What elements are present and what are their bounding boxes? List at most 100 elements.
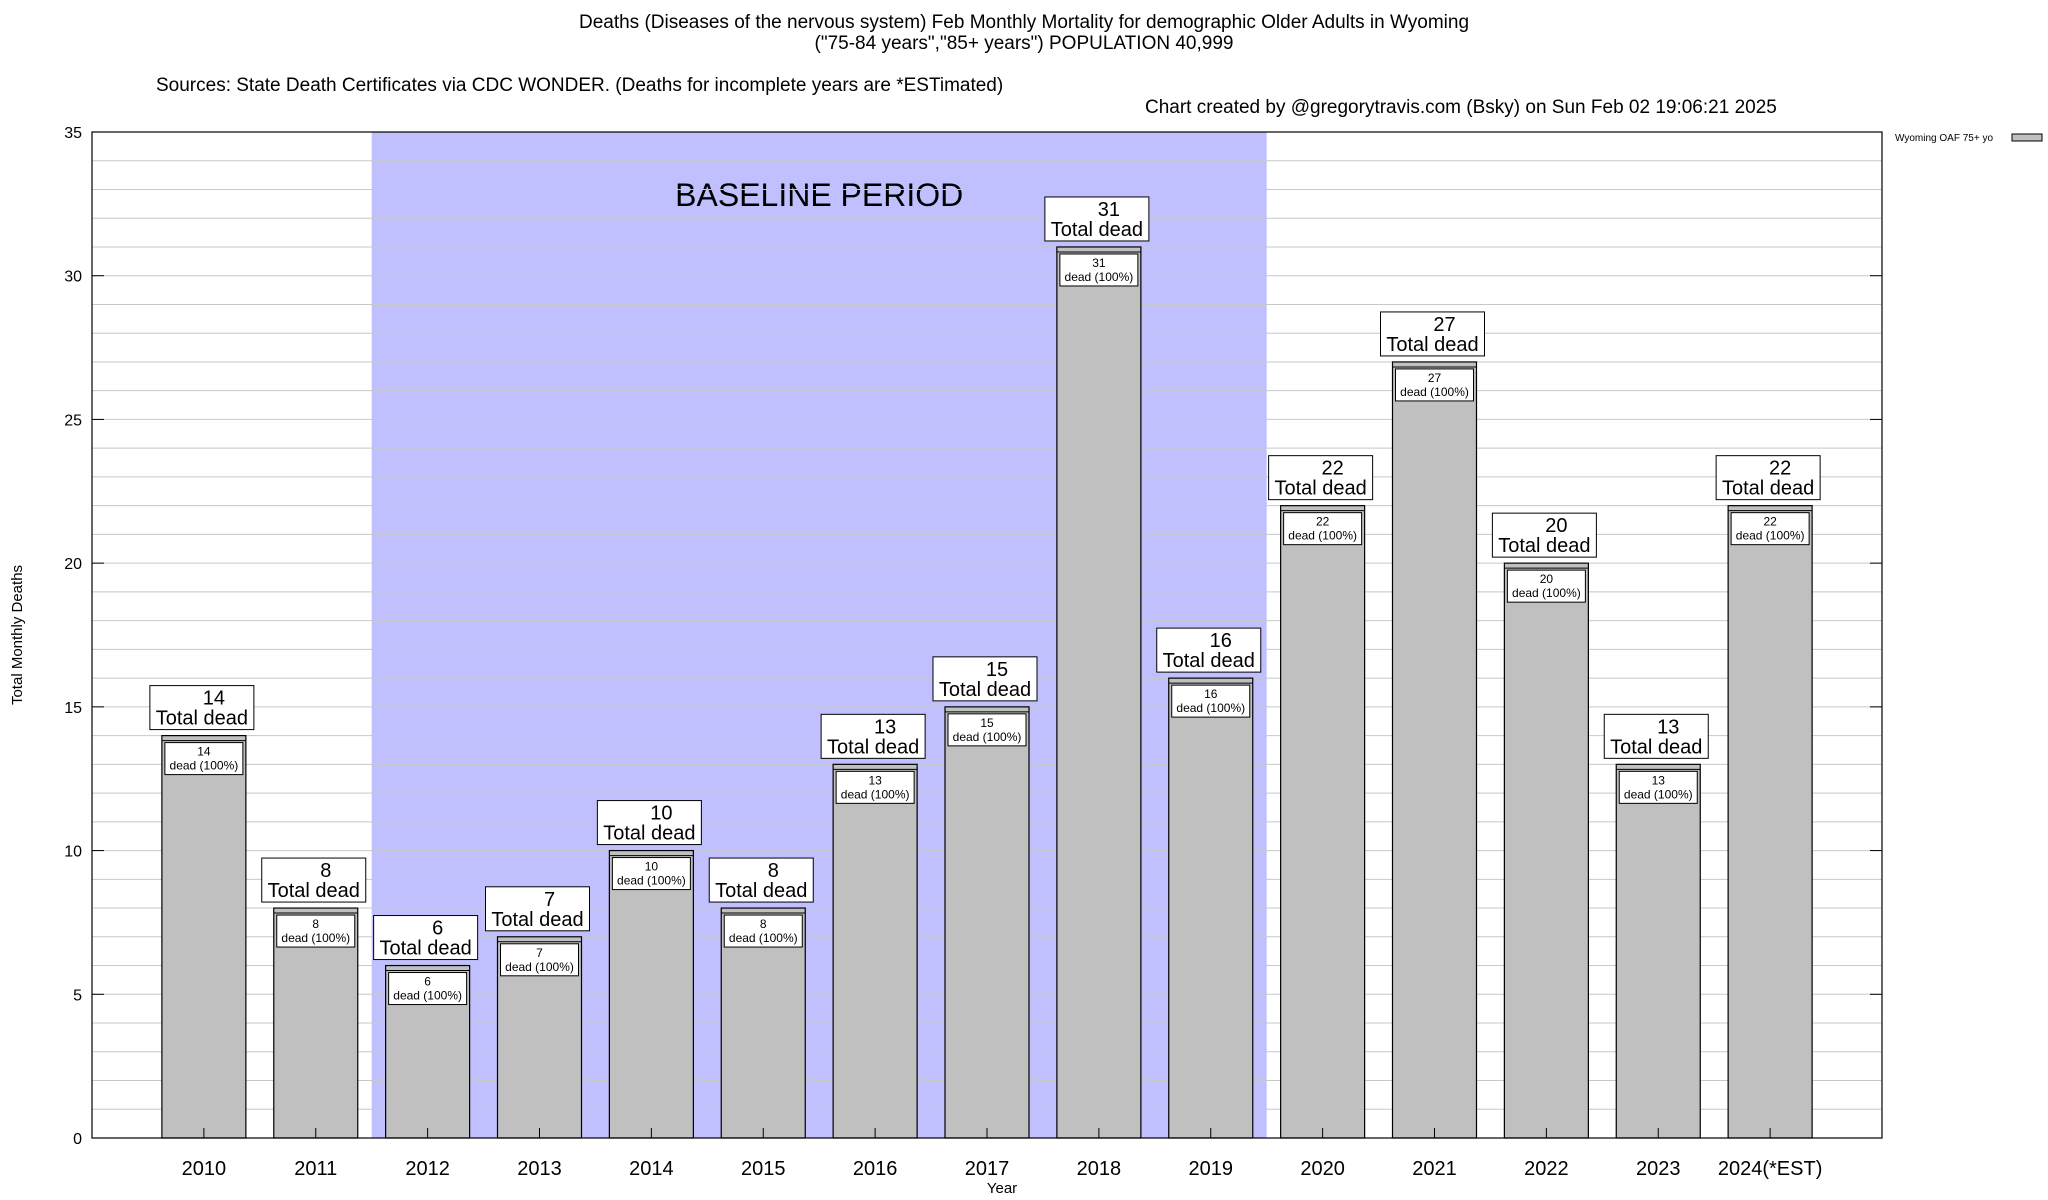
inner-label-text: dead (100%)	[1400, 385, 1469, 399]
inner-label-value: 20	[1540, 572, 1554, 586]
top-label-value: 13	[874, 716, 896, 738]
top-label-value: 22	[1769, 458, 1791, 480]
top-label-text: Total dead	[491, 909, 583, 931]
inner-label-box	[835, 770, 915, 804]
top-label-text: Total dead	[1386, 334, 1478, 356]
top-label-box	[261, 857, 367, 903]
inner-label-box	[500, 943, 579, 977]
chart-title: Deaths (Diseases of the nervous system) …	[578, 12, 1470, 33]
bar	[832, 763, 918, 1139]
top-label-box	[596, 800, 702, 846]
inner-label-value: 8	[312, 917, 319, 931]
bar-group	[161, 734, 247, 1139]
bar-group	[608, 849, 694, 1139]
bar	[944, 706, 1030, 1139]
bar-group	[1168, 677, 1254, 1139]
inner-label-text: dead (100%)	[170, 759, 239, 773]
top-label-box	[1044, 196, 1150, 242]
top-label-value: 22	[1322, 458, 1344, 480]
x-tick-label: 2021	[1412, 1158, 1457, 1180]
top-label-box	[1156, 627, 1262, 673]
top-label-value: 7	[544, 889, 555, 911]
top-label-text: Total dead	[1163, 650, 1255, 672]
inner-label-box	[1283, 512, 1363, 546]
top-label-box	[485, 886, 590, 932]
y-tick-label: 5	[73, 987, 82, 1004]
top-label-box	[932, 656, 1038, 702]
x-tick-label: 2015	[741, 1158, 786, 1180]
x-tick-label: 2017	[965, 1158, 1010, 1180]
inner-label-value: 7	[536, 946, 543, 960]
baseline-period-label: BASELINE PERIOD	[675, 177, 963, 213]
top-label-value: 13	[1657, 716, 1679, 738]
top-label-text: Total dead	[268, 880, 360, 902]
inner-label-box	[164, 742, 244, 776]
inner-label-value: 22	[1763, 515, 1777, 529]
chart-subtitle: ("75-84 years","85+ years") POPULATION 4…	[814, 33, 1234, 54]
y-tick-label: 20	[64, 556, 82, 573]
inner-label-box	[1171, 684, 1251, 718]
x-tick-label: 2013	[517, 1158, 562, 1180]
top-label-text: Total dead	[603, 823, 695, 845]
top-label-value: 8	[768, 860, 779, 882]
x-tick-label: 2010	[182, 1158, 227, 1180]
inner-label-box	[1395, 368, 1474, 402]
inner-label-text: dead (100%)	[1512, 586, 1581, 600]
top-label-text: Total dead	[156, 708, 248, 730]
bar	[1391, 361, 1478, 1139]
top-label-text: Total dead	[1051, 219, 1143, 241]
x-tick-label: 2020	[1300, 1158, 1345, 1180]
x-tick-label: 2019	[1189, 1158, 1234, 1180]
inner-label-value: 15	[980, 716, 994, 730]
x-axis-title: Year	[987, 1180, 1017, 1197]
bar	[1168, 677, 1254, 1139]
top-label-box	[1603, 713, 1709, 759]
top-label-box	[820, 713, 926, 759]
top-label-text: Total dead	[1722, 478, 1814, 500]
bar	[608, 849, 694, 1139]
x-tick-label: 2016	[853, 1158, 898, 1180]
inner-label-value: 8	[760, 917, 767, 931]
top-label-text: Total dead	[939, 679, 1031, 701]
y-tick-label: 35	[64, 125, 82, 142]
inner-label-value: 13	[868, 773, 882, 787]
bar-group	[1280, 505, 1366, 1139]
top-label-value: 6	[432, 918, 443, 940]
inner-label-value: 10	[645, 860, 659, 874]
top-label-text: Total dead	[1274, 478, 1366, 500]
legend-label: Wyoming OAF 75+ yo	[1895, 133, 1993, 144]
inner-label-text: dead (100%)	[953, 730, 1022, 744]
bar	[1727, 505, 1813, 1139]
top-label-value: 20	[1545, 515, 1567, 537]
bar-group	[1391, 361, 1478, 1139]
y-tick-label: 15	[64, 700, 82, 717]
inner-label-text: dead (100%)	[841, 787, 910, 801]
inner-label-value: 14	[197, 745, 211, 759]
top-label-box	[1491, 512, 1597, 558]
top-label-box	[1380, 311, 1485, 357]
sources-note: Sources: State Death Certificates via CD…	[156, 75, 1004, 96]
legend-swatch	[2011, 133, 2043, 142]
top-label-value: 27	[1433, 314, 1455, 336]
inner-label-box	[1730, 512, 1810, 546]
inner-label-value: 13	[1652, 773, 1666, 787]
inner-label-text: dead (100%)	[281, 931, 350, 945]
bar	[1615, 763, 1701, 1139]
inner-label-value: 6	[424, 975, 431, 989]
inner-label-value: 22	[1316, 515, 1330, 529]
bar	[1280, 505, 1366, 1139]
x-tick-label: 2022	[1524, 1158, 1569, 1180]
x-tick-label: 2012	[405, 1158, 450, 1180]
top-label-text: Total dead	[827, 736, 919, 758]
y-tick-label: 30	[64, 269, 82, 286]
plot-frame	[91, 131, 1883, 1139]
inner-label-box	[611, 857, 691, 891]
top-label-value: 14	[203, 688, 225, 710]
inner-label-box	[1618, 770, 1698, 804]
top-label-box	[708, 857, 814, 903]
bar-group	[1056, 246, 1142, 1139]
top-label-value: 10	[650, 803, 672, 825]
bar-group	[1615, 763, 1701, 1139]
